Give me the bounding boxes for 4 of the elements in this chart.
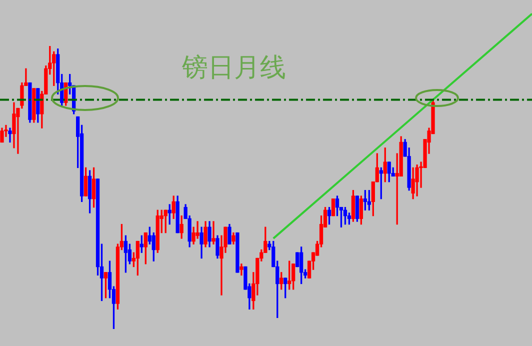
candlestick [8,128,12,143]
chart-title: 镑日月线 [182,52,286,85]
candlestick [196,221,200,239]
candlestick [212,221,216,244]
